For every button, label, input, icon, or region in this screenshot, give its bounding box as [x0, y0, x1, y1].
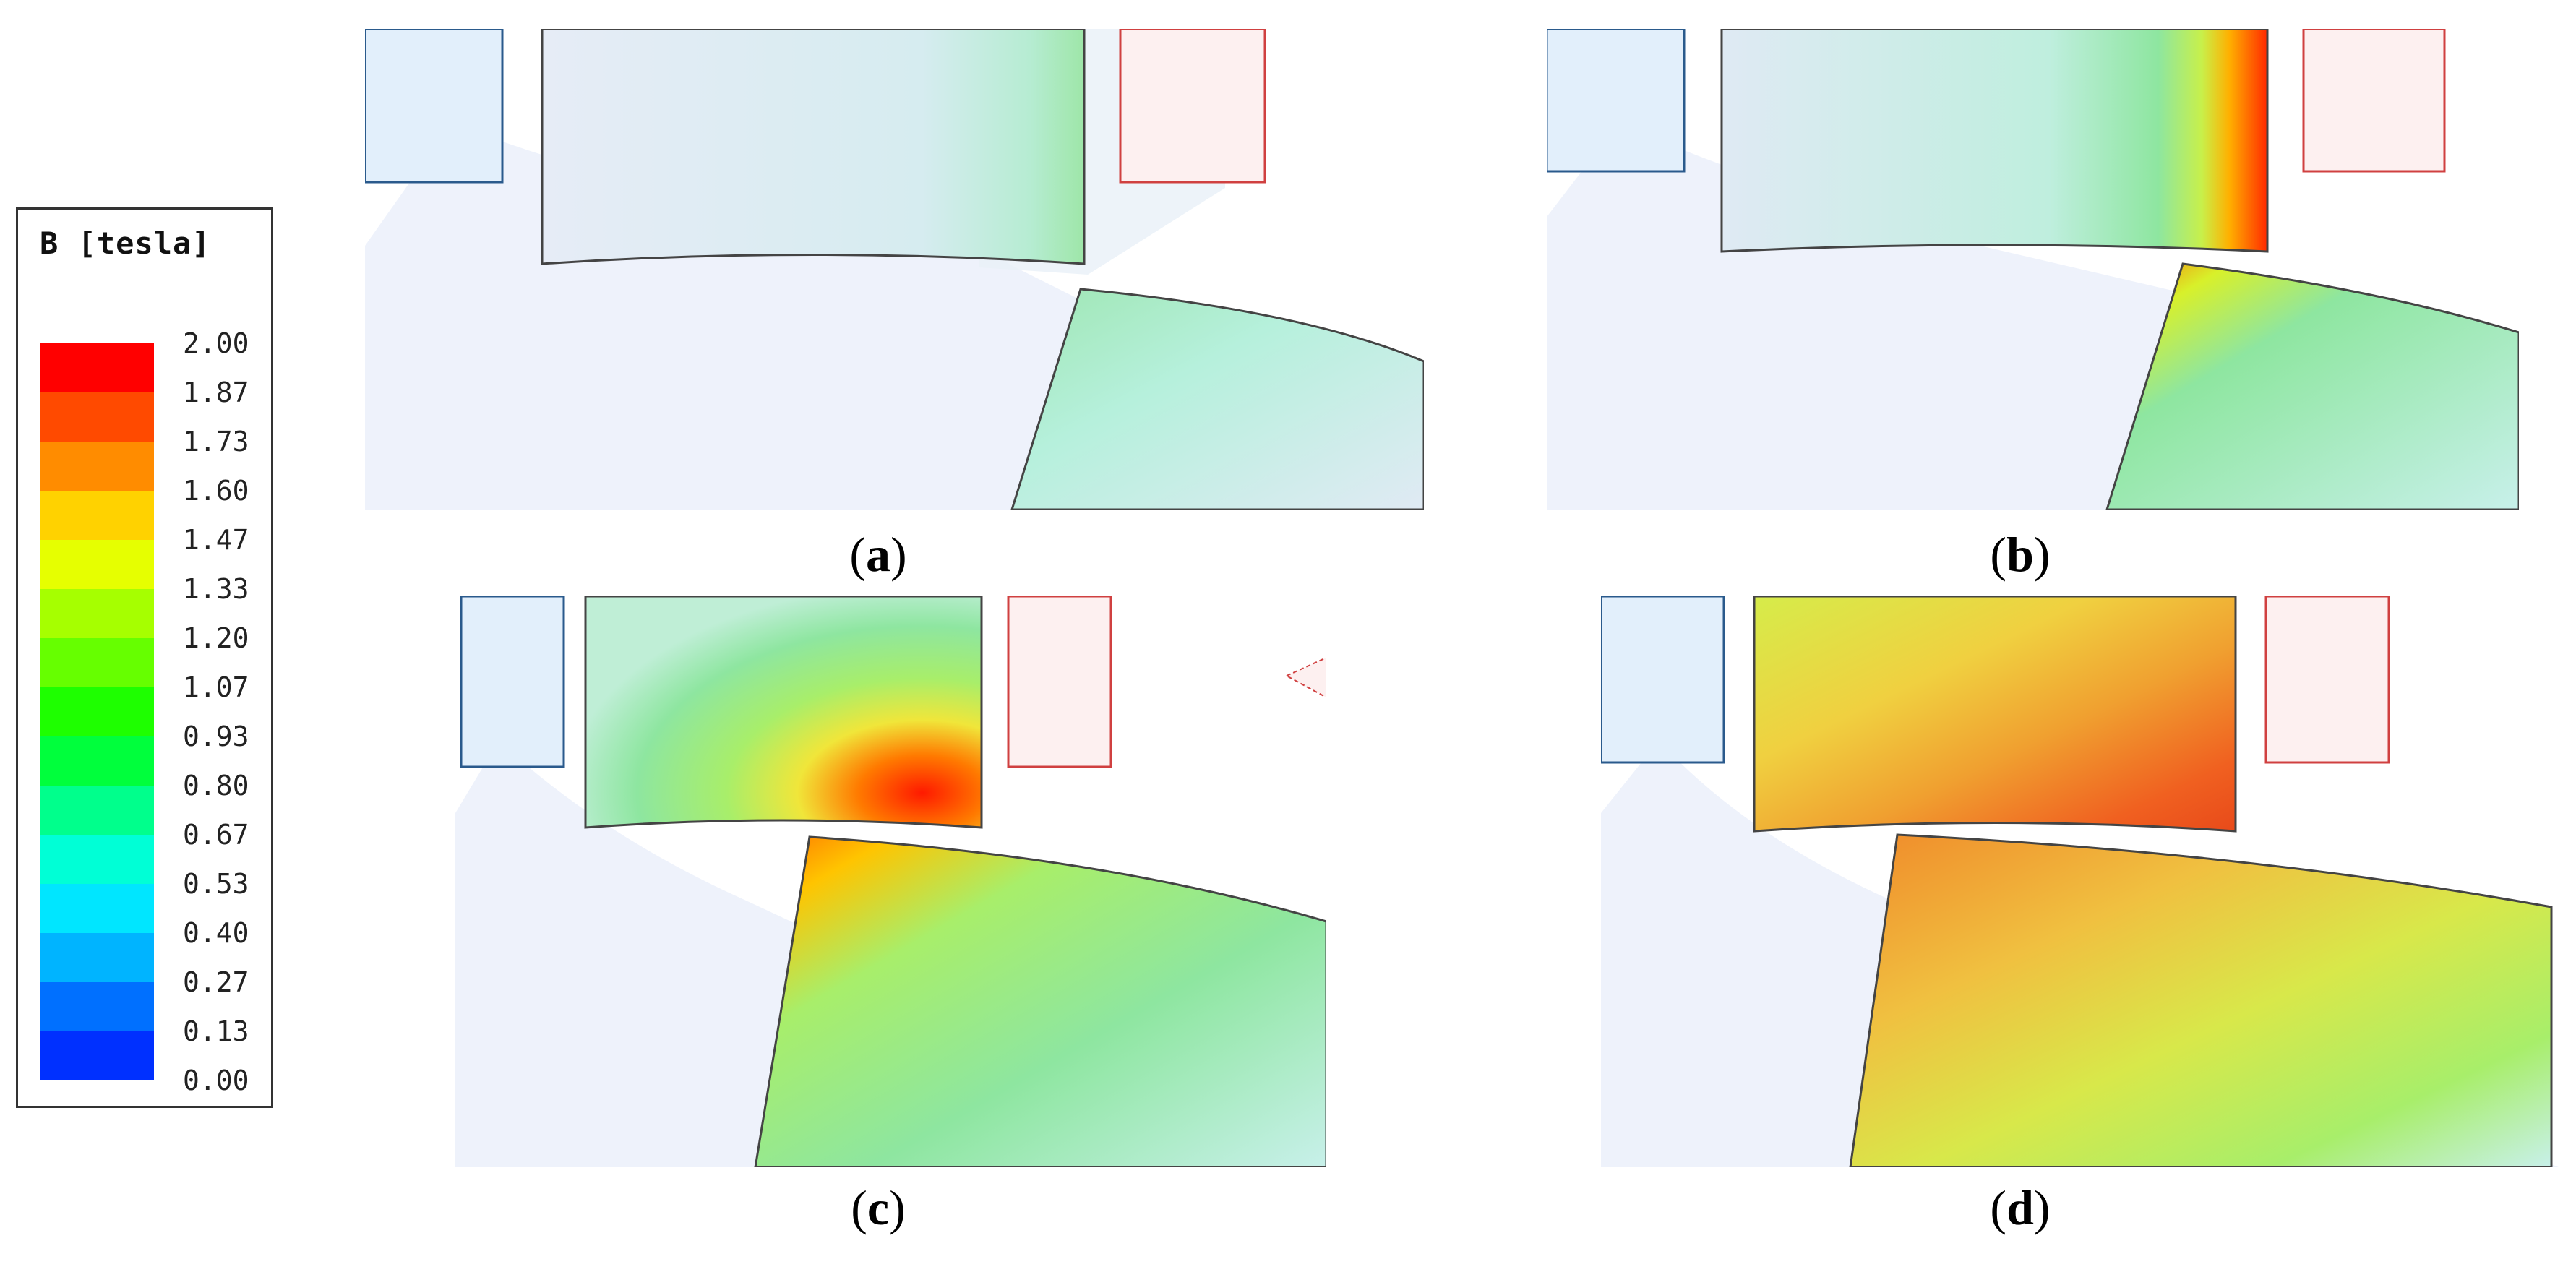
legend-tick-label: 0.93 — [183, 721, 249, 752]
coil-partial — [1284, 656, 1326, 699]
coil-left — [1547, 29, 1686, 173]
legend-tick-label: 0.00 — [183, 1065, 249, 1096]
legend-swatch — [40, 442, 154, 491]
legend-tick-label: 0.13 — [183, 1015, 249, 1047]
legend-swatch — [40, 933, 154, 982]
caption-b: (b) — [1990, 527, 2051, 582]
coil-right — [1007, 596, 1112, 768]
legend-swatch — [40, 343, 154, 392]
panel-a — [365, 29, 1424, 510]
coil-left — [460, 596, 565, 768]
field-plot-b — [1547, 29, 2519, 510]
legend-swatch — [40, 638, 154, 687]
caption-a: (a) — [849, 527, 907, 582]
legend-tick-label: 0.40 — [183, 917, 249, 949]
stator-tooth — [1720, 29, 2269, 253]
legend-tick-label: 1.20 — [183, 622, 249, 654]
legend-swatch — [40, 540, 154, 589]
legend-tick-label: 0.67 — [183, 819, 249, 851]
panel-c — [455, 596, 1326, 1167]
field-plot-d — [1601, 596, 2559, 1167]
coil-left — [365, 29, 504, 184]
legend-swatch — [40, 589, 154, 638]
legend-swatch — [40, 736, 154, 786]
coil-right — [1119, 29, 1266, 184]
legend-tick-label: 1.07 — [183, 671, 249, 703]
rotor-tooth — [754, 835, 1326, 1167]
panel-d — [1601, 596, 2559, 1167]
legend-tick-label: 0.27 — [183, 966, 249, 998]
caption-d: (d) — [1990, 1180, 2051, 1235]
legend-swatch — [40, 392, 154, 442]
rotor-tooth — [1849, 833, 2553, 1167]
legend-title: B [tesla] — [40, 225, 211, 261]
legend-tick-label: 1.73 — [183, 426, 249, 457]
rotor-tooth — [1010, 288, 1424, 510]
field-plot-a — [365, 29, 1424, 510]
coil-right — [2302, 29, 2446, 173]
caption-c: (c) — [851, 1180, 906, 1235]
legend-swatch — [40, 1031, 154, 1080]
legend-swatch — [40, 884, 154, 933]
legend-tick-label: 1.47 — [183, 524, 249, 556]
legend-tick-label: 0.80 — [183, 770, 249, 802]
stator-tooth — [584, 596, 983, 829]
field-plot-c — [455, 596, 1326, 1167]
legend-tick-label: 1.60 — [183, 475, 249, 507]
rotor-tooth — [2105, 262, 2519, 510]
legend-swatch — [40, 835, 154, 884]
legend-swatch — [40, 786, 154, 835]
coil-left — [1601, 596, 1725, 764]
legend-swatch — [40, 687, 154, 736]
coil-right — [2264, 596, 2390, 764]
color-legend: B [tesla] 2.00 1.87 1.73 1.60 1.47 1.33 1.20 1.… — [16, 207, 273, 1108]
legend-tick-label: 0.53 — [183, 868, 249, 900]
legend-swatch — [40, 491, 154, 540]
legend-tick-label: 1.87 — [183, 377, 249, 408]
panel-b — [1547, 29, 2519, 510]
stator-tooth — [541, 29, 1086, 265]
stator-tooth — [1753, 596, 2237, 833]
legend-swatch — [40, 982, 154, 1031]
legend-tick-label: 1.33 — [183, 573, 249, 605]
legend-tick-label: 2.00 — [183, 327, 249, 359]
